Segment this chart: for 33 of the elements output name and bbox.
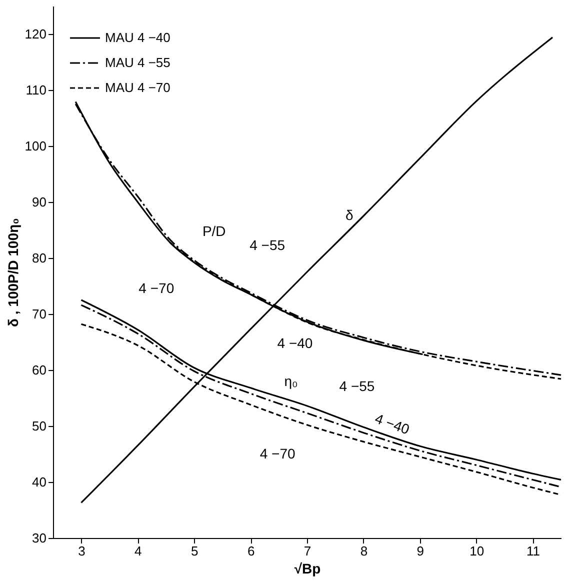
x-tick-label: 3 bbox=[78, 544, 86, 558]
legend-label: MAU 4 −55 bbox=[105, 55, 170, 70]
annotation: 4 −70 bbox=[138, 280, 174, 296]
y-tick-label: 30 bbox=[32, 530, 46, 546]
annotation: 4 −40 bbox=[277, 334, 313, 351]
y-tick-label: 90 bbox=[32, 194, 46, 210]
x-tick-label: 9 bbox=[416, 544, 424, 558]
x-tick-label: 4 bbox=[134, 544, 142, 558]
y-tick-label: 40 bbox=[32, 474, 46, 490]
x-tick-label: 5 bbox=[190, 544, 198, 558]
y-tick-label: 110 bbox=[26, 82, 46, 98]
y-tick-label: 120 bbox=[24, 26, 46, 42]
x-tick-label: 6 bbox=[247, 544, 255, 558]
x-tick-label: 8 bbox=[360, 544, 368, 558]
y-tick-label: 100 bbox=[24, 138, 46, 154]
x-axis-title: √Bp bbox=[294, 560, 321, 576]
y-axis-title: δ , 100P/D 100η₀ bbox=[4, 218, 21, 327]
y-tick-label: 60 bbox=[32, 362, 46, 378]
annotation: 4 −55 bbox=[250, 237, 286, 254]
x-tick-label: 11 bbox=[526, 544, 540, 558]
x-tick-label: 10 bbox=[470, 544, 484, 558]
legend-label: MAU 4 −70 bbox=[105, 80, 170, 95]
annotation: 4 −70 bbox=[260, 446, 296, 462]
legend-label: MAU 4 −40 bbox=[105, 30, 170, 45]
x-tick-label: 7 bbox=[304, 544, 312, 558]
y-tick-label: 80 bbox=[32, 250, 46, 266]
annotation: η₀ bbox=[284, 372, 298, 389]
annotation: P/D bbox=[202, 223, 226, 240]
y-tick-label: 50 bbox=[32, 418, 46, 434]
annotation: 4 −40 bbox=[372, 410, 412, 438]
annotation: δ bbox=[346, 207, 354, 223]
y-tick-label: 70 bbox=[32, 306, 46, 322]
annotation: 4 −55 bbox=[339, 378, 375, 394]
